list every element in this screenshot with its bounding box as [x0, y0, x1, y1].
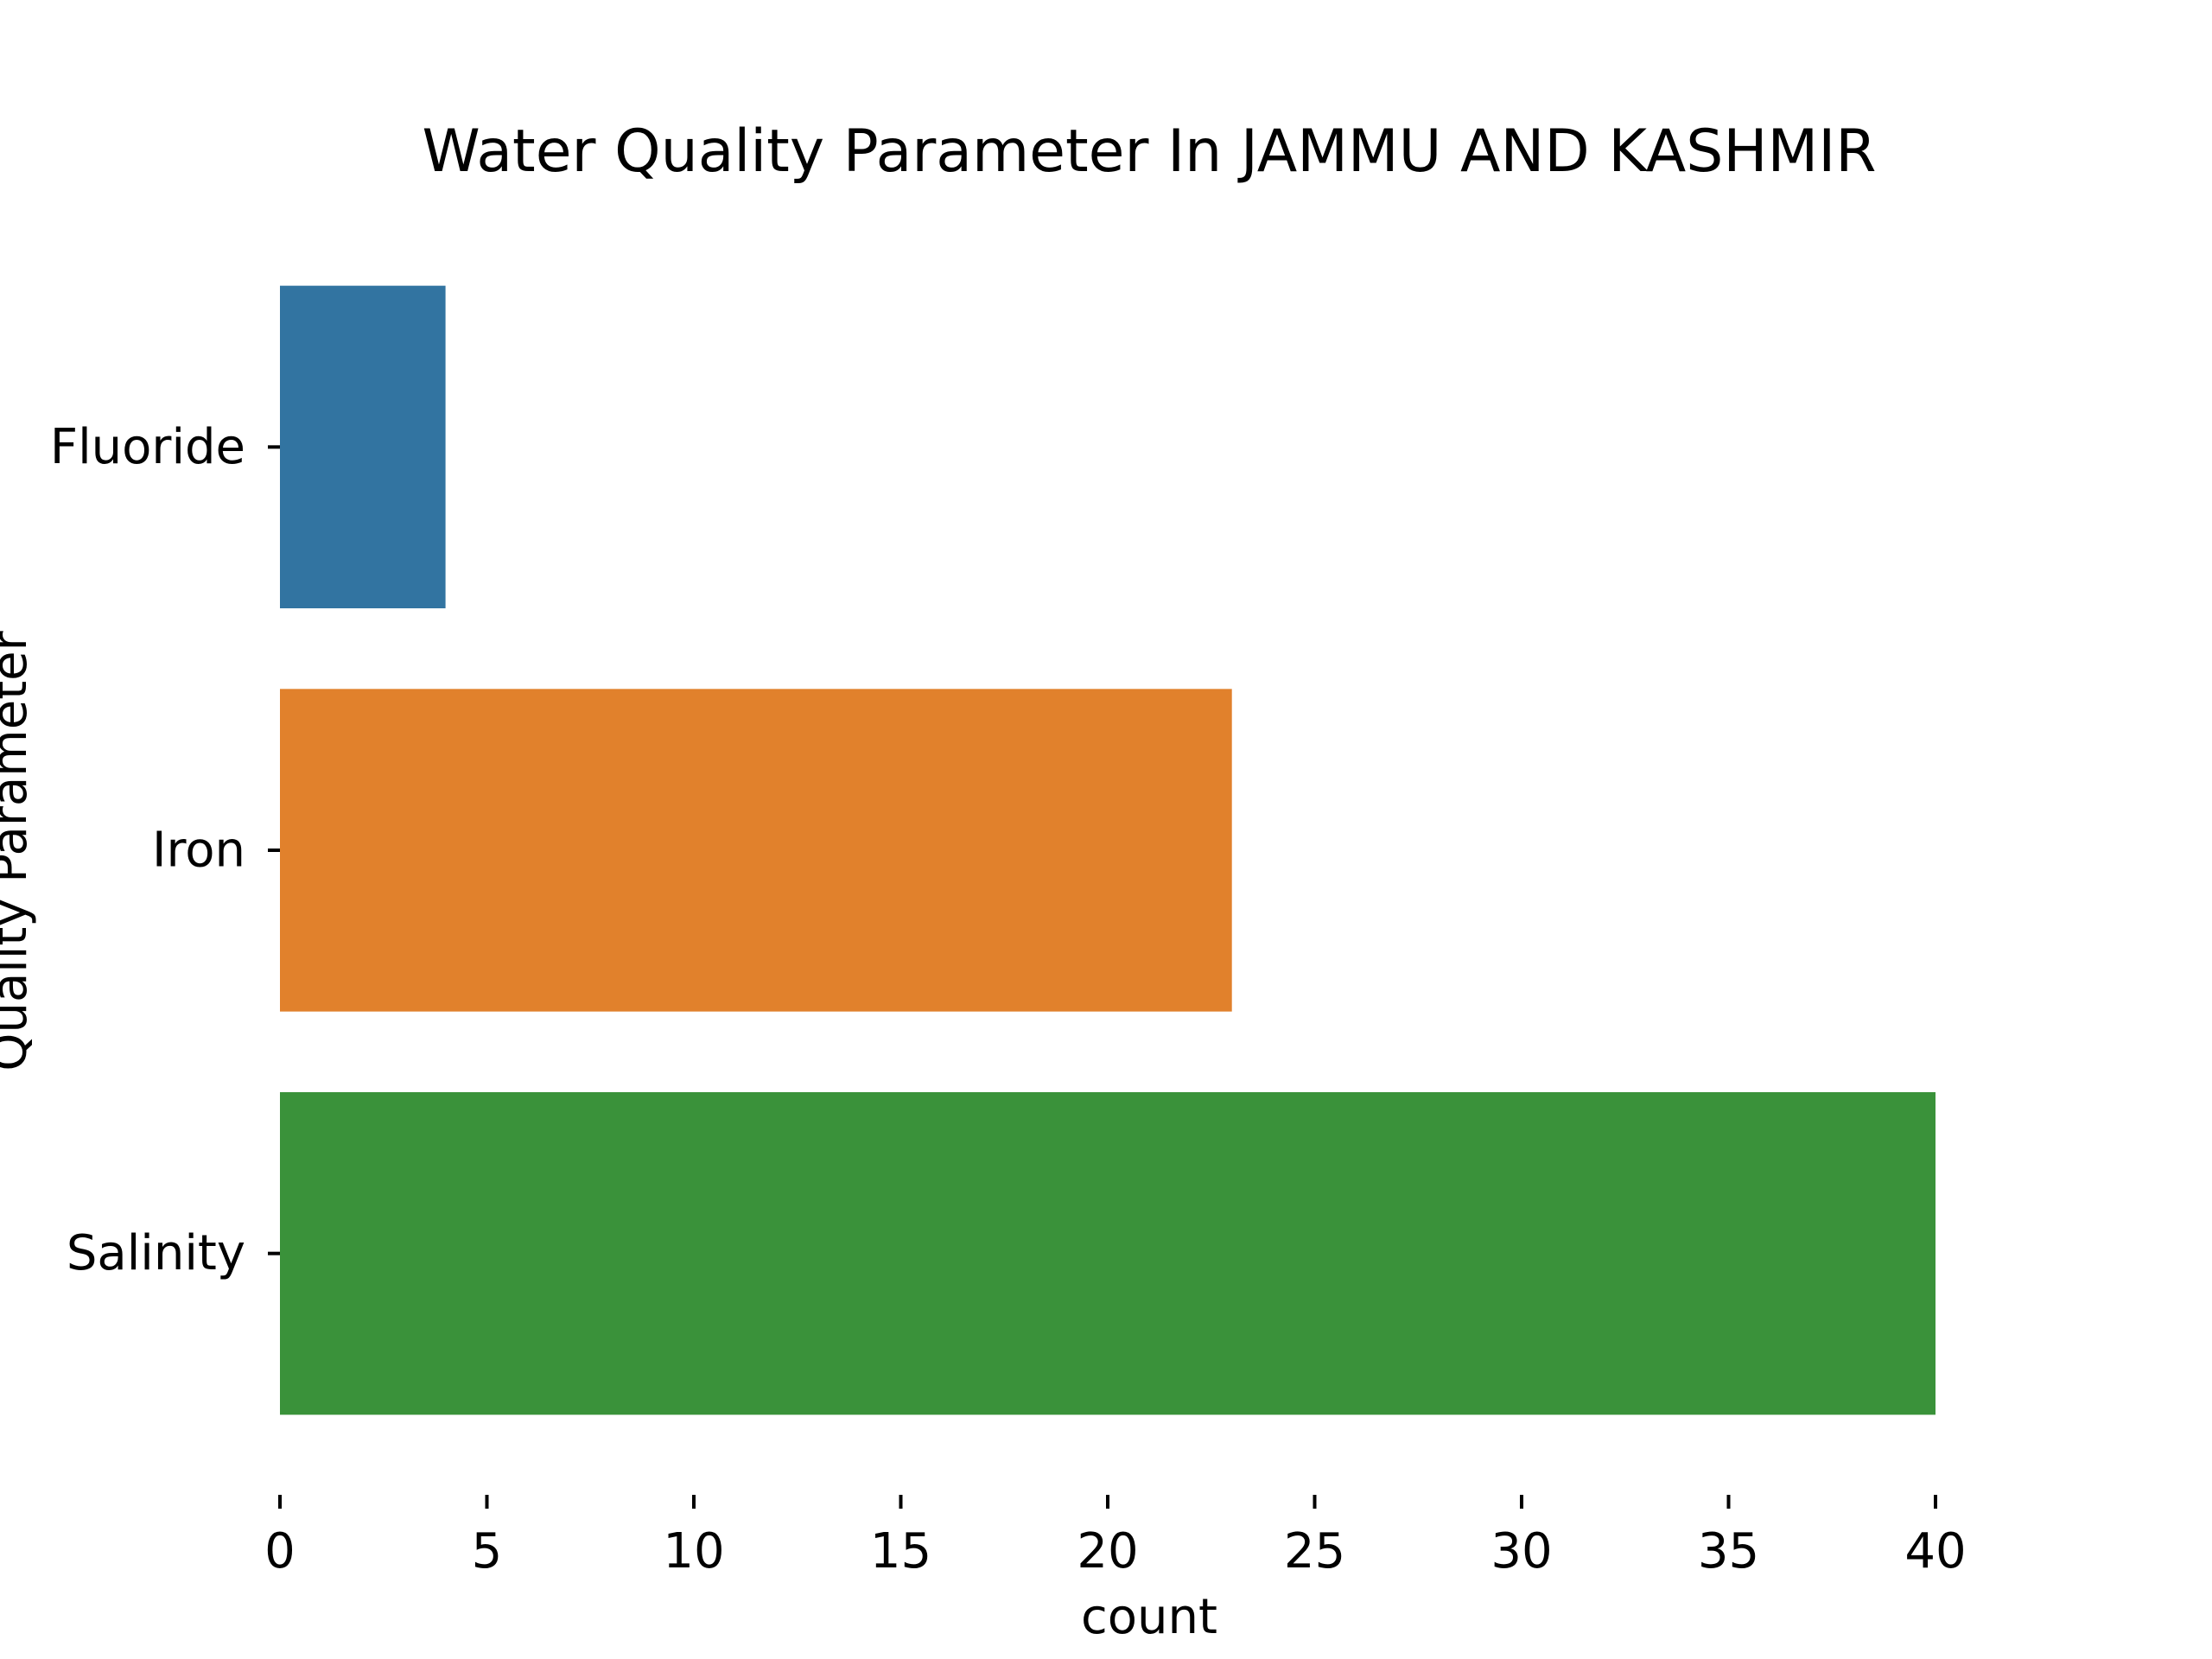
- y-tick-label-fluoride: Fluoride: [50, 419, 245, 475]
- x-tick-label-40: 40: [1904, 1523, 1966, 1580]
- x-tick-label-5: 5: [472, 1523, 503, 1580]
- chart-title: Water Quality Parameter In JAMMU AND KAS…: [422, 118, 1876, 186]
- x-tick-label-20: 20: [1077, 1523, 1138, 1580]
- y-axis-label: Quality Parameter: [0, 630, 38, 1071]
- y-tick-label-salinity: Salinity: [67, 1225, 245, 1281]
- bar-fluoride: [280, 285, 446, 608]
- bar-salinity: [280, 1092, 1936, 1415]
- bar-iron: [280, 689, 1232, 1012]
- x-axis-label: count: [1081, 1589, 1217, 1645]
- y-tick-label-iron: Iron: [152, 823, 245, 879]
- x-tick-label-30: 30: [1491, 1523, 1552, 1580]
- x-tick-label-35: 35: [1698, 1523, 1759, 1580]
- x-tick-label-25: 25: [1284, 1523, 1345, 1580]
- y-axis: Fluoride Iron Salinity: [50, 419, 280, 1281]
- bars-group: [280, 285, 1936, 1415]
- x-tick-label-10: 10: [663, 1523, 724, 1580]
- x-axis: 0 5 10 15 20 25 30 35 40: [264, 1495, 1967, 1580]
- x-tick-label-15: 15: [870, 1523, 931, 1580]
- x-tick-label-0: 0: [264, 1523, 296, 1580]
